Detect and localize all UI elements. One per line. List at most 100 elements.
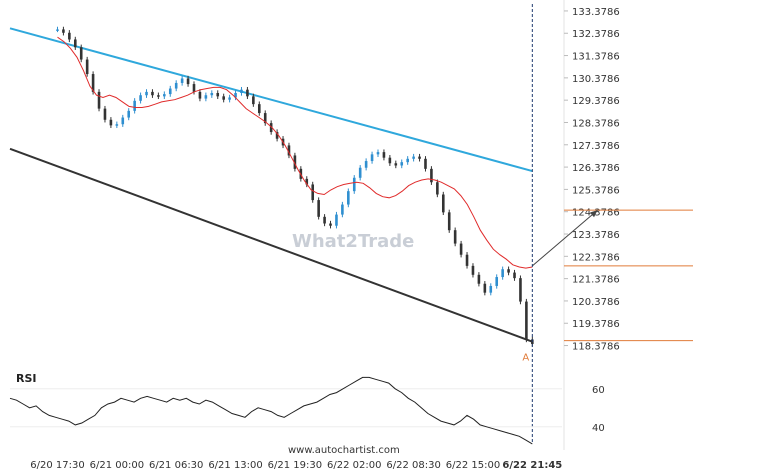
- candle-body: [471, 265, 475, 275]
- candle-body: [370, 154, 374, 162]
- candle-body: [133, 100, 136, 111]
- candle-body: [157, 95, 160, 97]
- moving-average: [57, 36, 533, 269]
- candle-body: [495, 277, 499, 286]
- candle-body: [352, 177, 356, 192]
- y-tick-label: 131.3786: [572, 52, 620, 63]
- x-tick-label: 6/22 15:00: [446, 460, 500, 471]
- candle-body: [73, 39, 77, 48]
- y-tick-label: 132.3786: [572, 29, 620, 40]
- candle-body: [56, 29, 59, 31]
- candle-body: [335, 214, 338, 226]
- candle-body: [180, 78, 184, 83]
- time-axis: 6/20 17:30 6/21 00:00 6/21 06:30 6/21 13:00…: [30, 460, 562, 471]
- rsi-tick-label: 60: [592, 385, 605, 396]
- candle-body: [394, 163, 398, 166]
- candle-body: [483, 283, 487, 293]
- candle-body: [216, 93, 220, 97]
- y-tick-label: 129.3786: [572, 96, 620, 107]
- candle-body: [489, 285, 493, 293]
- candle-body: [252, 96, 255, 105]
- x-tick-label: 6/21 19:30: [268, 460, 322, 471]
- y-tick-label: 122.3786: [572, 252, 620, 263]
- candle-body: [109, 119, 113, 126]
- y-tick-label: 130.3786: [572, 74, 620, 85]
- candle-body: [418, 156, 421, 159]
- y-tick-label: 133.3786: [572, 7, 620, 18]
- candle-body: [441, 194, 445, 213]
- y-tick-label: 120.3786: [572, 297, 620, 308]
- rsi-panel: 60 40: [9, 376, 605, 445]
- y-tick-label: 126.3786: [572, 163, 620, 174]
- candle-body: [228, 97, 231, 100]
- candle-body: [447, 212, 451, 231]
- candle-body: [477, 274, 481, 284]
- candle-body: [293, 155, 297, 169]
- candle-body: [168, 88, 172, 95]
- candle-body: [400, 162, 404, 166]
- x-tick-label: 6/22 21:45: [502, 460, 562, 471]
- candle-body: [79, 47, 83, 60]
- price-axis: 133.3786 132.3786 131.3786 130.3786 129.3786…: [564, 7, 620, 353]
- x-tick-label: 6/21 13:00: [208, 460, 262, 471]
- candle-body: [121, 117, 125, 125]
- forecast-arrow-head: [589, 210, 598, 218]
- candle-body: [103, 108, 107, 120]
- resistance-line: [9, 27, 533, 173]
- candle-body: [257, 104, 261, 114]
- candle-body: [145, 91, 148, 96]
- x-tick-label: 6/22 08:30: [386, 460, 440, 471]
- candle-body: [525, 301, 528, 340]
- candle-body: [436, 182, 439, 195]
- candle-body: [459, 243, 463, 255]
- candle-body: [412, 156, 415, 159]
- rsi-line: [9, 376, 533, 445]
- support-line: [9, 147, 533, 343]
- source-link[interactable]: www.autochartist.com: [288, 445, 400, 456]
- candle-body: [358, 167, 362, 178]
- candle-body: [519, 278, 522, 302]
- candle-body: [311, 184, 315, 201]
- candle-body: [192, 84, 196, 92]
- candle-body: [376, 152, 380, 155]
- x-tick-label: 6/22 02:00: [327, 460, 381, 471]
- y-tick-label: 119.3786: [572, 319, 620, 330]
- x-tick-label: 6/21 00:00: [90, 460, 144, 471]
- moving-average-line: [57, 36, 533, 269]
- trend-channel: [9, 27, 533, 343]
- candle-body: [234, 93, 237, 98]
- candle-body: [347, 191, 350, 205]
- candle-body: [507, 269, 510, 273]
- candle-body: [163, 94, 166, 97]
- x-tick-label: 6/21 06:30: [149, 460, 203, 471]
- y-tick-label: 128.3786: [572, 118, 620, 129]
- candle-body: [465, 254, 469, 266]
- candle-body: [139, 95, 142, 101]
- candle-body: [323, 216, 326, 224]
- candle-body: [85, 59, 89, 75]
- candle-body: [115, 124, 119, 126]
- watermark: What2Trade: [292, 231, 414, 252]
- candles: [56, 26, 534, 347]
- candle-body: [453, 230, 457, 244]
- candle-body: [275, 132, 279, 139]
- candle-body: [222, 96, 225, 100]
- candle-body: [263, 113, 267, 124]
- y-tick-label: 118.3786: [572, 342, 620, 353]
- y-tick-label: 121.3786: [572, 275, 620, 286]
- candle-body: [424, 158, 427, 169]
- candle-body: [382, 152, 386, 158]
- candle-body: [329, 223, 332, 226]
- candle-body: [240, 89, 243, 93]
- forecast-arrow: [531, 209, 598, 267]
- candle-body: [198, 91, 202, 99]
- candle-body: [406, 158, 409, 163]
- candle-body: [210, 93, 214, 96]
- rsi-label: RSI: [16, 372, 37, 385]
- y-tick-label: 127.3786: [572, 141, 620, 152]
- forecast: A: [522, 209, 598, 363]
- candle-body: [305, 178, 309, 185]
- candle-body: [501, 269, 504, 278]
- candle-body: [91, 74, 95, 92]
- candle-body: [151, 91, 154, 96]
